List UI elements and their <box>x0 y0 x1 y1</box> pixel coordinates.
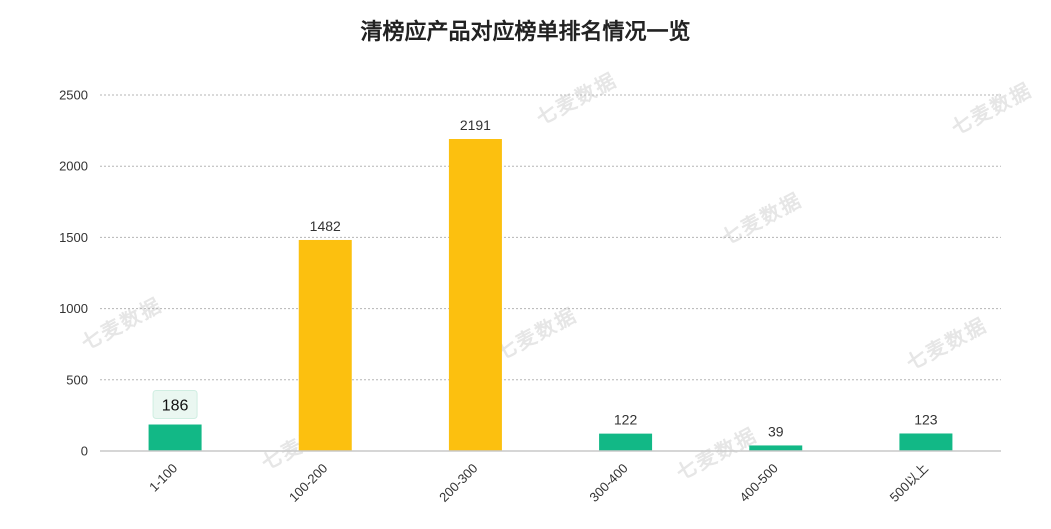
bar-300-400[interactable] <box>599 433 653 451</box>
bar-100-200[interactable] <box>298 239 352 451</box>
bar-500以上[interactable] <box>899 433 953 451</box>
y-tick-label: 500 <box>66 372 88 387</box>
bar-400-500[interactable] <box>749 445 803 451</box>
y-tick-label: 1500 <box>59 230 88 245</box>
data-label: 123 <box>914 411 938 427</box>
watermark-text: 七麦数据 <box>532 68 621 131</box>
y-tick-label: 2000 <box>59 159 88 174</box>
bar-1-100[interactable] <box>148 424 202 451</box>
watermark-text: 七麦数据 <box>717 188 806 251</box>
data-label: 186 <box>162 398 189 415</box>
x-tick-label: 500以上 <box>887 461 931 505</box>
watermark-text: 七麦数据 <box>492 303 581 366</box>
y-tick-label: 0 <box>81 444 88 459</box>
y-axis: 0 500 1000 1500 2000 2500 <box>59 88 88 459</box>
y-tick-label: 1000 <box>59 301 88 316</box>
data-label: 122 <box>614 412 638 428</box>
data-labels: 186 1482 2191 122 39 123 <box>152 117 938 439</box>
watermark-layer: 七麦数据七麦数据七麦数据七麦数据七麦数据七麦数据七麦数据七麦数据 <box>77 68 1036 486</box>
x-tick-label: 200-300 <box>436 461 480 505</box>
x-tick-label: 100-200 <box>286 461 330 505</box>
data-label-highlight <box>152 390 198 420</box>
chart-title: 清榜应产品对应榜单排名情况一览 <box>360 20 691 45</box>
watermark-text: 七麦数据 <box>77 293 166 356</box>
x-tick-label: 1-100 <box>146 461 180 495</box>
bar-200-300[interactable] <box>448 139 502 452</box>
bar-series <box>148 139 953 452</box>
x-tick-label: 300-400 <box>586 461 630 505</box>
x-axis: 1-100 100-200 200-300 300-400 400-500 500以上 <box>100 450 1001 505</box>
y-tick-label: 2500 <box>59 88 88 103</box>
watermark-text: 七麦数据 <box>672 423 761 486</box>
watermark-text: 七麦数据 <box>947 78 1036 141</box>
data-label: 1482 <box>310 218 341 234</box>
data-label: 39 <box>768 423 784 439</box>
x-tick-label: 400-500 <box>737 461 781 505</box>
data-label: 2191 <box>460 117 491 133</box>
watermark-text: 七麦数据 <box>902 313 991 376</box>
